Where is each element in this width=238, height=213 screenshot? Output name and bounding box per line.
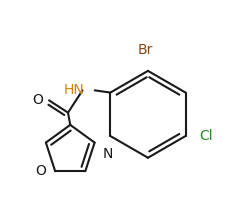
Text: Cl: Cl (199, 129, 213, 143)
Text: O: O (33, 93, 44, 107)
Text: N: N (103, 147, 113, 161)
Text: Br: Br (138, 43, 154, 58)
Text: HN: HN (64, 83, 85, 97)
Text: O: O (35, 164, 46, 178)
